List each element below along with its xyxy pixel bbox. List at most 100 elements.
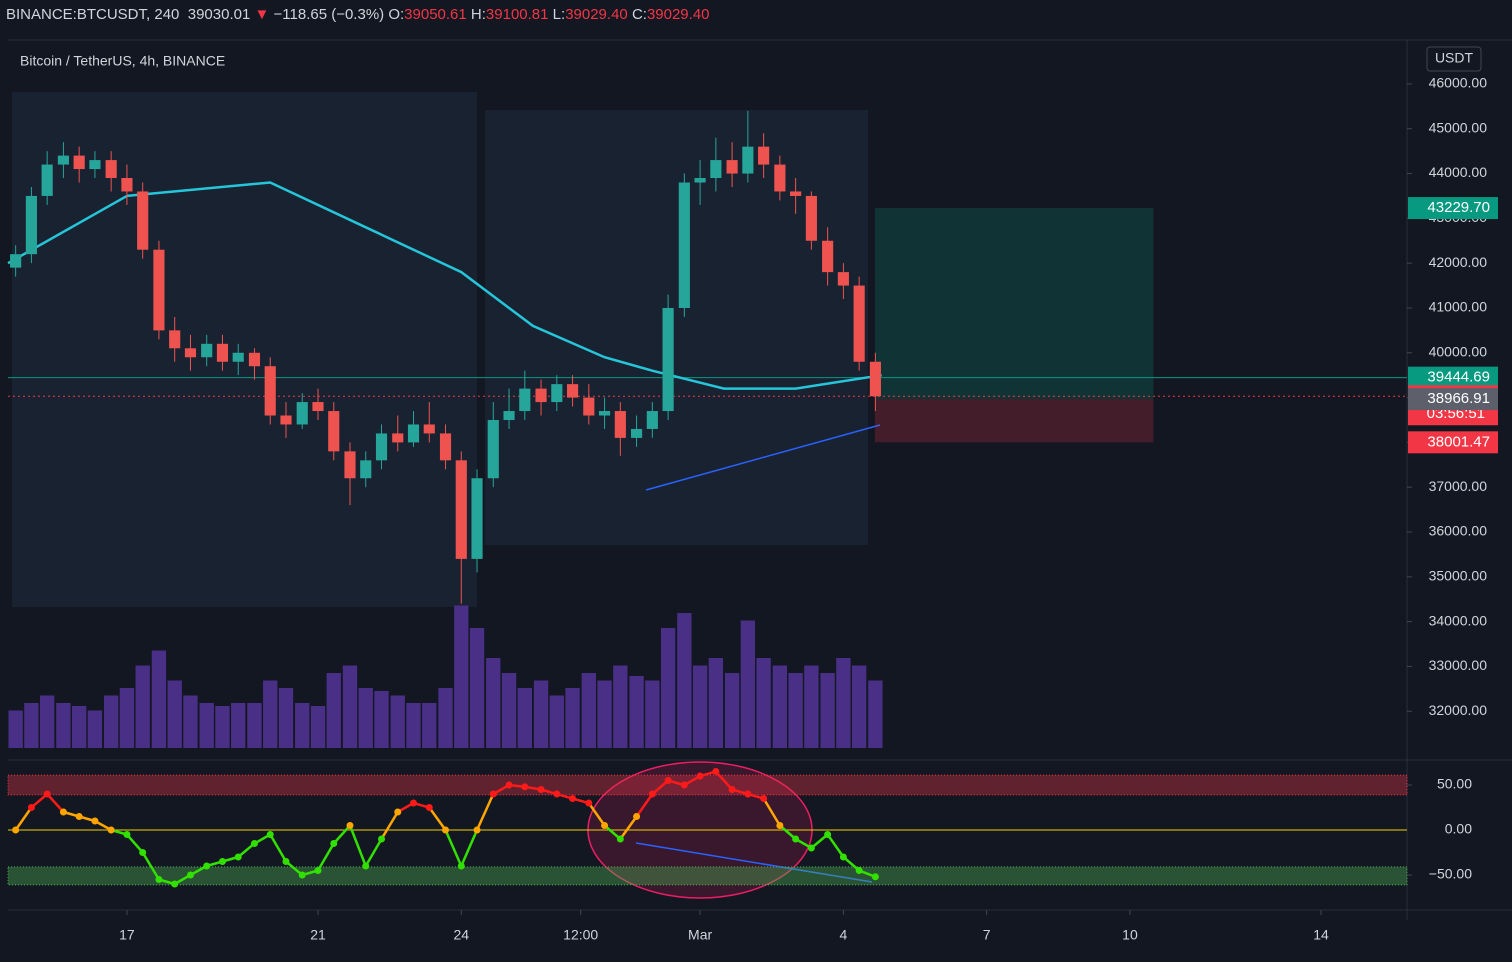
- osc-segment: [460, 829, 479, 867]
- candle-body: [774, 164, 786, 192]
- osc-point: [410, 799, 418, 807]
- price-label-box: [1408, 197, 1498, 220]
- volume-bar: [788, 673, 803, 748]
- osc-point: [824, 831, 832, 839]
- x-tick-label: 4: [839, 927, 847, 943]
- osc-point: [186, 871, 194, 879]
- y-tick-label: 40000.00: [1429, 343, 1488, 359]
- price-label: 39444.69: [1427, 369, 1490, 386]
- volume-bar: [104, 695, 119, 748]
- osc-point: [378, 835, 386, 843]
- osc-point: [43, 790, 51, 798]
- candle-body: [344, 451, 356, 479]
- volume-bar: [629, 676, 644, 748]
- osc-point: [203, 862, 211, 870]
- y-tick-label: 34000.00: [1429, 612, 1488, 628]
- x-tick-label: 12:00: [563, 927, 598, 943]
- osc-point: [394, 808, 402, 816]
- volume-bar: [87, 710, 103, 748]
- volume-bar: [692, 665, 708, 748]
- y-tick-label: 42000.00: [1429, 254, 1488, 270]
- y-tick-label: 36000.00: [1429, 523, 1488, 539]
- candle-body: [455, 460, 467, 559]
- volume-bar: [533, 680, 549, 748]
- candle-body: [153, 249, 165, 331]
- osc-point: [569, 795, 577, 803]
- candle-body: [264, 366, 276, 416]
- candle-body: [471, 478, 483, 559]
- moving-average: [7, 181, 882, 390]
- volume-bar: [40, 695, 55, 748]
- volume-bar: [469, 628, 485, 748]
- candle-body: [184, 348, 197, 358]
- y-tick-label: 33000.00: [1429, 657, 1488, 673]
- osc-point: [712, 768, 720, 776]
- osc-point: [330, 840, 338, 848]
- ohlc-value: 39100.81: [485, 6, 549, 23]
- osc-segment: [475, 793, 495, 831]
- y-tick-label: 35000.00: [1429, 568, 1488, 584]
- candle-body: [566, 384, 579, 398]
- x-tick-label: 14: [1313, 927, 1329, 943]
- candle-body: [73, 155, 85, 170]
- change: −118.65 (−0.3%): [273, 6, 385, 23]
- volume-bar: [406, 703, 421, 748]
- candle-body: [57, 155, 69, 165]
- volume-bar: [72, 706, 87, 748]
- candle-body: [869, 361, 881, 397]
- currency-box: [1426, 46, 1482, 72]
- osc-segment: [635, 793, 654, 818]
- osc-point: [489, 790, 497, 798]
- volume-bar: [677, 613, 692, 748]
- range-box: [12, 92, 477, 607]
- x-tick-label: 21: [310, 927, 326, 943]
- osc-point: [27, 804, 35, 812]
- volume-bar: [820, 673, 835, 748]
- volume-bar: [278, 688, 294, 748]
- candle-body: [726, 160, 738, 174]
- volume-bar: [454, 605, 469, 748]
- volume-bar: [231, 703, 246, 748]
- osc-segment: [332, 824, 351, 845]
- volume-bar: [756, 658, 771, 748]
- osc-point: [601, 822, 609, 830]
- osc-point: [839, 853, 847, 861]
- position-target: [874, 208, 1154, 400]
- price-label: 38001.47: [1427, 433, 1490, 450]
- osc-segment: [14, 806, 33, 831]
- volume-bar: [199, 703, 214, 748]
- osc-segment: [714, 770, 734, 791]
- candle-body: [822, 240, 834, 273]
- candle-body: [41, 164, 53, 196]
- candle-body: [805, 195, 817, 241]
- osc-point: [505, 781, 513, 789]
- volume-bar: [390, 695, 405, 748]
- candle-body: [694, 178, 706, 183]
- osc-point: [855, 866, 863, 874]
- volume-bar: [167, 680, 182, 748]
- volume-bar: [501, 673, 517, 748]
- volume-bar: [374, 691, 389, 748]
- volume-bar: [151, 650, 167, 748]
- volume-bar: [708, 658, 724, 748]
- candle-body: [10, 254, 22, 268]
- candle-body: [423, 424, 435, 434]
- osc-segment: [269, 833, 288, 863]
- osc-point: [425, 804, 433, 812]
- x-tick-label: 7: [983, 927, 991, 943]
- volume-bar: [119, 688, 135, 748]
- y-tick-label: 41000.00: [1429, 299, 1488, 315]
- volume-bar: [565, 688, 580, 748]
- osc-segment: [141, 851, 161, 881]
- x-tick-label: 10: [1122, 927, 1138, 943]
- candle-body: [121, 178, 133, 192]
- volume-bar: [342, 665, 358, 748]
- osc-tick-label: 50.00: [1437, 776, 1472, 792]
- change-arrow: ▼: [254, 6, 270, 23]
- osc-point: [234, 853, 242, 861]
- y-tick-label: 37000.00: [1429, 478, 1488, 494]
- ohlc-value: 39029.40: [565, 6, 628, 23]
- candle-body: [89, 160, 101, 170]
- x-tick-label: 17: [119, 927, 135, 943]
